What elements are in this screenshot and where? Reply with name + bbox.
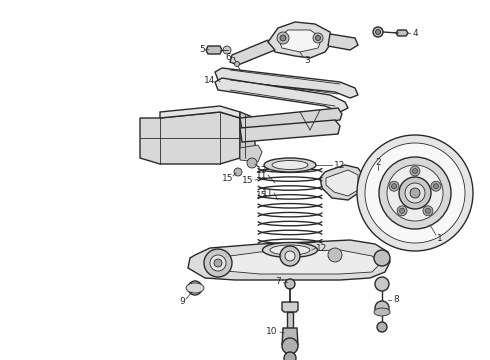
Circle shape	[280, 35, 286, 41]
Text: 11: 11	[256, 171, 268, 180]
Polygon shape	[215, 68, 358, 98]
Circle shape	[389, 181, 399, 191]
Polygon shape	[358, 172, 390, 195]
Circle shape	[280, 246, 300, 266]
Polygon shape	[140, 112, 240, 164]
Polygon shape	[240, 108, 342, 130]
Circle shape	[247, 158, 257, 168]
Circle shape	[316, 36, 320, 41]
Ellipse shape	[263, 243, 318, 257]
Circle shape	[313, 33, 323, 43]
Text: 2: 2	[375, 158, 381, 166]
Polygon shape	[205, 250, 380, 274]
Circle shape	[277, 32, 289, 44]
Circle shape	[374, 250, 390, 266]
Polygon shape	[188, 240, 390, 280]
Circle shape	[410, 166, 420, 176]
Circle shape	[223, 46, 231, 54]
Text: 12: 12	[317, 243, 328, 252]
Ellipse shape	[270, 245, 310, 255]
Polygon shape	[230, 40, 275, 65]
Circle shape	[387, 165, 443, 221]
Polygon shape	[328, 34, 358, 50]
Text: 7: 7	[275, 278, 281, 287]
Circle shape	[235, 62, 240, 67]
Circle shape	[210, 255, 226, 271]
Polygon shape	[206, 46, 222, 54]
Text: 12: 12	[334, 161, 345, 170]
Circle shape	[214, 259, 222, 267]
Circle shape	[392, 184, 396, 189]
Ellipse shape	[186, 283, 204, 293]
Circle shape	[365, 143, 465, 243]
Text: 14: 14	[204, 76, 216, 85]
Ellipse shape	[264, 158, 316, 172]
Circle shape	[399, 208, 405, 213]
Text: 5: 5	[199, 45, 205, 54]
Polygon shape	[320, 165, 365, 200]
Polygon shape	[240, 145, 262, 162]
Circle shape	[431, 181, 441, 191]
Text: 1: 1	[437, 234, 443, 243]
Circle shape	[328, 248, 342, 262]
Circle shape	[413, 168, 417, 174]
Circle shape	[204, 249, 232, 277]
Polygon shape	[282, 302, 298, 312]
Circle shape	[397, 206, 407, 216]
Text: 13: 13	[256, 166, 268, 175]
Polygon shape	[326, 170, 358, 196]
Text: 10: 10	[266, 328, 278, 337]
Polygon shape	[268, 22, 332, 58]
Polygon shape	[215, 78, 348, 112]
Circle shape	[188, 281, 202, 295]
Circle shape	[375, 277, 389, 291]
Text: 15: 15	[222, 174, 234, 183]
Text: 4: 4	[412, 28, 418, 37]
Circle shape	[357, 135, 473, 251]
Text: 15: 15	[256, 190, 268, 199]
Circle shape	[410, 188, 420, 198]
Polygon shape	[278, 30, 322, 52]
Polygon shape	[240, 120, 340, 142]
Polygon shape	[240, 112, 255, 158]
Text: 15: 15	[242, 176, 254, 185]
Circle shape	[285, 251, 295, 261]
Circle shape	[373, 27, 383, 37]
Text: 6: 6	[225, 53, 231, 62]
Circle shape	[234, 168, 242, 176]
Circle shape	[285, 279, 295, 289]
Circle shape	[405, 183, 425, 203]
Circle shape	[423, 206, 433, 216]
Circle shape	[282, 338, 298, 354]
Text: 9: 9	[179, 297, 185, 306]
Polygon shape	[396, 30, 408, 36]
Circle shape	[375, 30, 381, 35]
Text: 11: 11	[262, 189, 274, 198]
Circle shape	[425, 208, 430, 213]
Circle shape	[399, 177, 431, 209]
Polygon shape	[160, 106, 240, 118]
Circle shape	[284, 352, 296, 360]
Circle shape	[379, 157, 451, 229]
Polygon shape	[287, 312, 293, 328]
Text: 8: 8	[393, 296, 399, 305]
Ellipse shape	[272, 161, 308, 170]
Polygon shape	[282, 328, 298, 345]
Ellipse shape	[374, 308, 390, 316]
Circle shape	[377, 322, 387, 332]
Text: 3: 3	[304, 55, 310, 64]
Circle shape	[434, 184, 439, 189]
Circle shape	[375, 301, 389, 315]
